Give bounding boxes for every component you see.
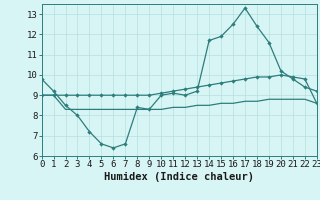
X-axis label: Humidex (Indice chaleur): Humidex (Indice chaleur) <box>104 172 254 182</box>
